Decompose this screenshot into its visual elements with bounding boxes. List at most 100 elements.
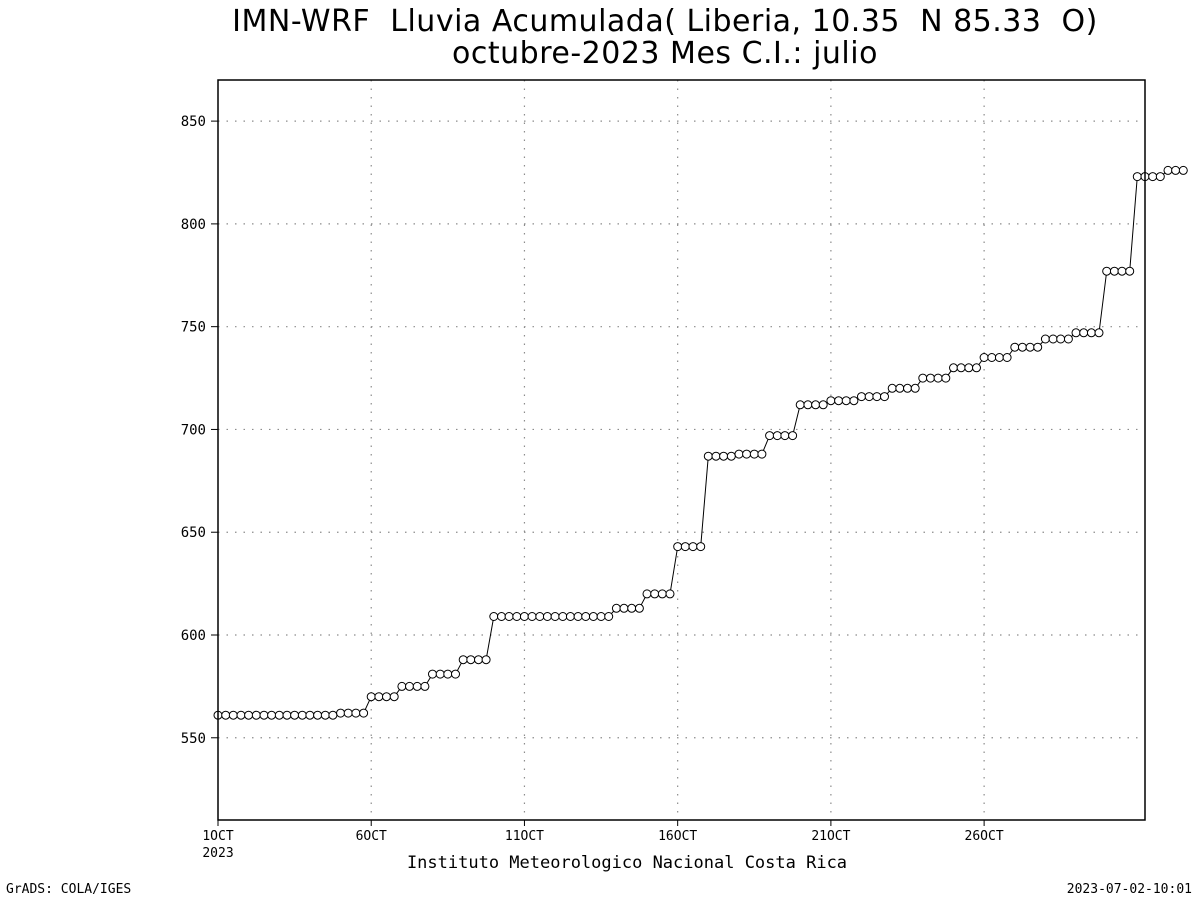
data-point	[926, 373, 935, 383]
data-point	[565, 612, 575, 621]
data-point	[749, 449, 759, 459]
axes: 550 600 650 700 750 800 850 1OCT 2023 6OCT 11OCT 16…	[181, 114, 1004, 861]
tick-label-x: 16OCT	[658, 829, 697, 844]
data-point	[1063, 334, 1073, 344]
tick-label-y: 800	[181, 217, 206, 233]
data-point	[772, 431, 782, 441]
data-point	[1010, 342, 1020, 352]
data-point	[1094, 328, 1104, 338]
series-accumulated-rain	[213, 165, 1188, 720]
data-point	[788, 431, 798, 441]
data-point	[711, 451, 721, 461]
tick-label-y: 850	[181, 114, 206, 130]
data-point	[451, 669, 460, 679]
data-point	[1048, 334, 1058, 344]
data-point	[811, 400, 821, 410]
data-point	[949, 363, 958, 373]
data-point	[282, 710, 292, 720]
chart-subtitle: octubre-2023 Mes C.I.: julio	[452, 36, 878, 71]
data-point	[550, 612, 560, 621]
data-point	[497, 612, 506, 621]
grads-credit: GrADS: COLA/IGES	[6, 882, 132, 897]
data-point	[657, 589, 667, 599]
tick-sublabel-x: 2023	[202, 846, 233, 861]
grid	[218, 80, 1145, 820]
data-point	[841, 396, 851, 406]
data-point	[1117, 266, 1127, 276]
data-point	[397, 681, 407, 691]
data-point	[857, 392, 866, 402]
data-point	[320, 710, 330, 720]
data-point	[1125, 266, 1135, 276]
data-point	[443, 669, 453, 679]
data-point	[803, 400, 813, 410]
data-point	[903, 383, 912, 393]
data-point	[665, 589, 675, 599]
data-point	[734, 449, 744, 459]
data-point	[910, 383, 920, 393]
data-point	[1086, 328, 1096, 338]
data-point	[1079, 328, 1089, 338]
data-point	[627, 603, 637, 613]
data-point	[420, 681, 430, 691]
data-point	[795, 400, 805, 410]
data-point	[405, 681, 414, 691]
data-point	[872, 392, 882, 402]
data-point	[412, 681, 422, 691]
data-point	[918, 373, 928, 383]
data-point	[588, 612, 598, 621]
data-point	[1163, 165, 1173, 175]
data-point	[680, 542, 690, 552]
data-point	[972, 363, 981, 373]
data-point	[895, 383, 905, 393]
data-point	[542, 612, 552, 621]
data-point	[1109, 266, 1119, 276]
data-point	[703, 451, 713, 461]
data-point	[719, 451, 729, 461]
data-point	[267, 710, 277, 720]
data-point	[619, 603, 629, 613]
data-point	[956, 363, 966, 373]
data-point	[512, 612, 522, 621]
tick-label-x: 6OCT	[356, 829, 387, 844]
data-point	[274, 710, 284, 720]
data-point	[887, 383, 897, 393]
data-point	[366, 692, 376, 702]
data-point	[1040, 334, 1050, 344]
data-point	[880, 392, 889, 402]
tick-label-y: 750	[181, 320, 206, 336]
data-point	[474, 655, 483, 665]
tick-label-x: 1OCT	[202, 829, 233, 844]
data-point	[297, 710, 307, 720]
data-point	[765, 431, 775, 441]
data-point	[933, 373, 943, 383]
data-point	[244, 710, 254, 720]
data-point	[1056, 334, 1066, 344]
data-point	[757, 449, 767, 459]
data-point	[964, 363, 974, 373]
tick-label-y: 650	[181, 525, 206, 541]
data-point	[826, 396, 836, 406]
chart-title: IMN-WRF Lluvia Acumulada( Liberia, 10.35…	[232, 4, 1098, 39]
data-point	[596, 612, 606, 621]
data-point	[221, 710, 231, 720]
data-point	[780, 431, 790, 441]
data-point	[642, 589, 652, 599]
tick-label-x: 21OCT	[811, 829, 850, 844]
data-point	[435, 669, 445, 679]
data-point	[489, 612, 499, 621]
x-axis-label: Instituto Meteorologico Nacional Costa R…	[406, 853, 848, 873]
data-point	[313, 710, 323, 720]
data-point	[428, 669, 437, 679]
data-point	[259, 710, 269, 720]
tick-label-x: 26OCT	[965, 829, 1004, 844]
data-point	[726, 451, 736, 461]
data-point	[634, 603, 644, 613]
data-point	[818, 400, 828, 410]
data-point	[359, 708, 369, 718]
data-point	[941, 373, 951, 383]
data-point	[466, 655, 476, 665]
data-point	[481, 655, 491, 665]
data-point	[527, 612, 537, 621]
